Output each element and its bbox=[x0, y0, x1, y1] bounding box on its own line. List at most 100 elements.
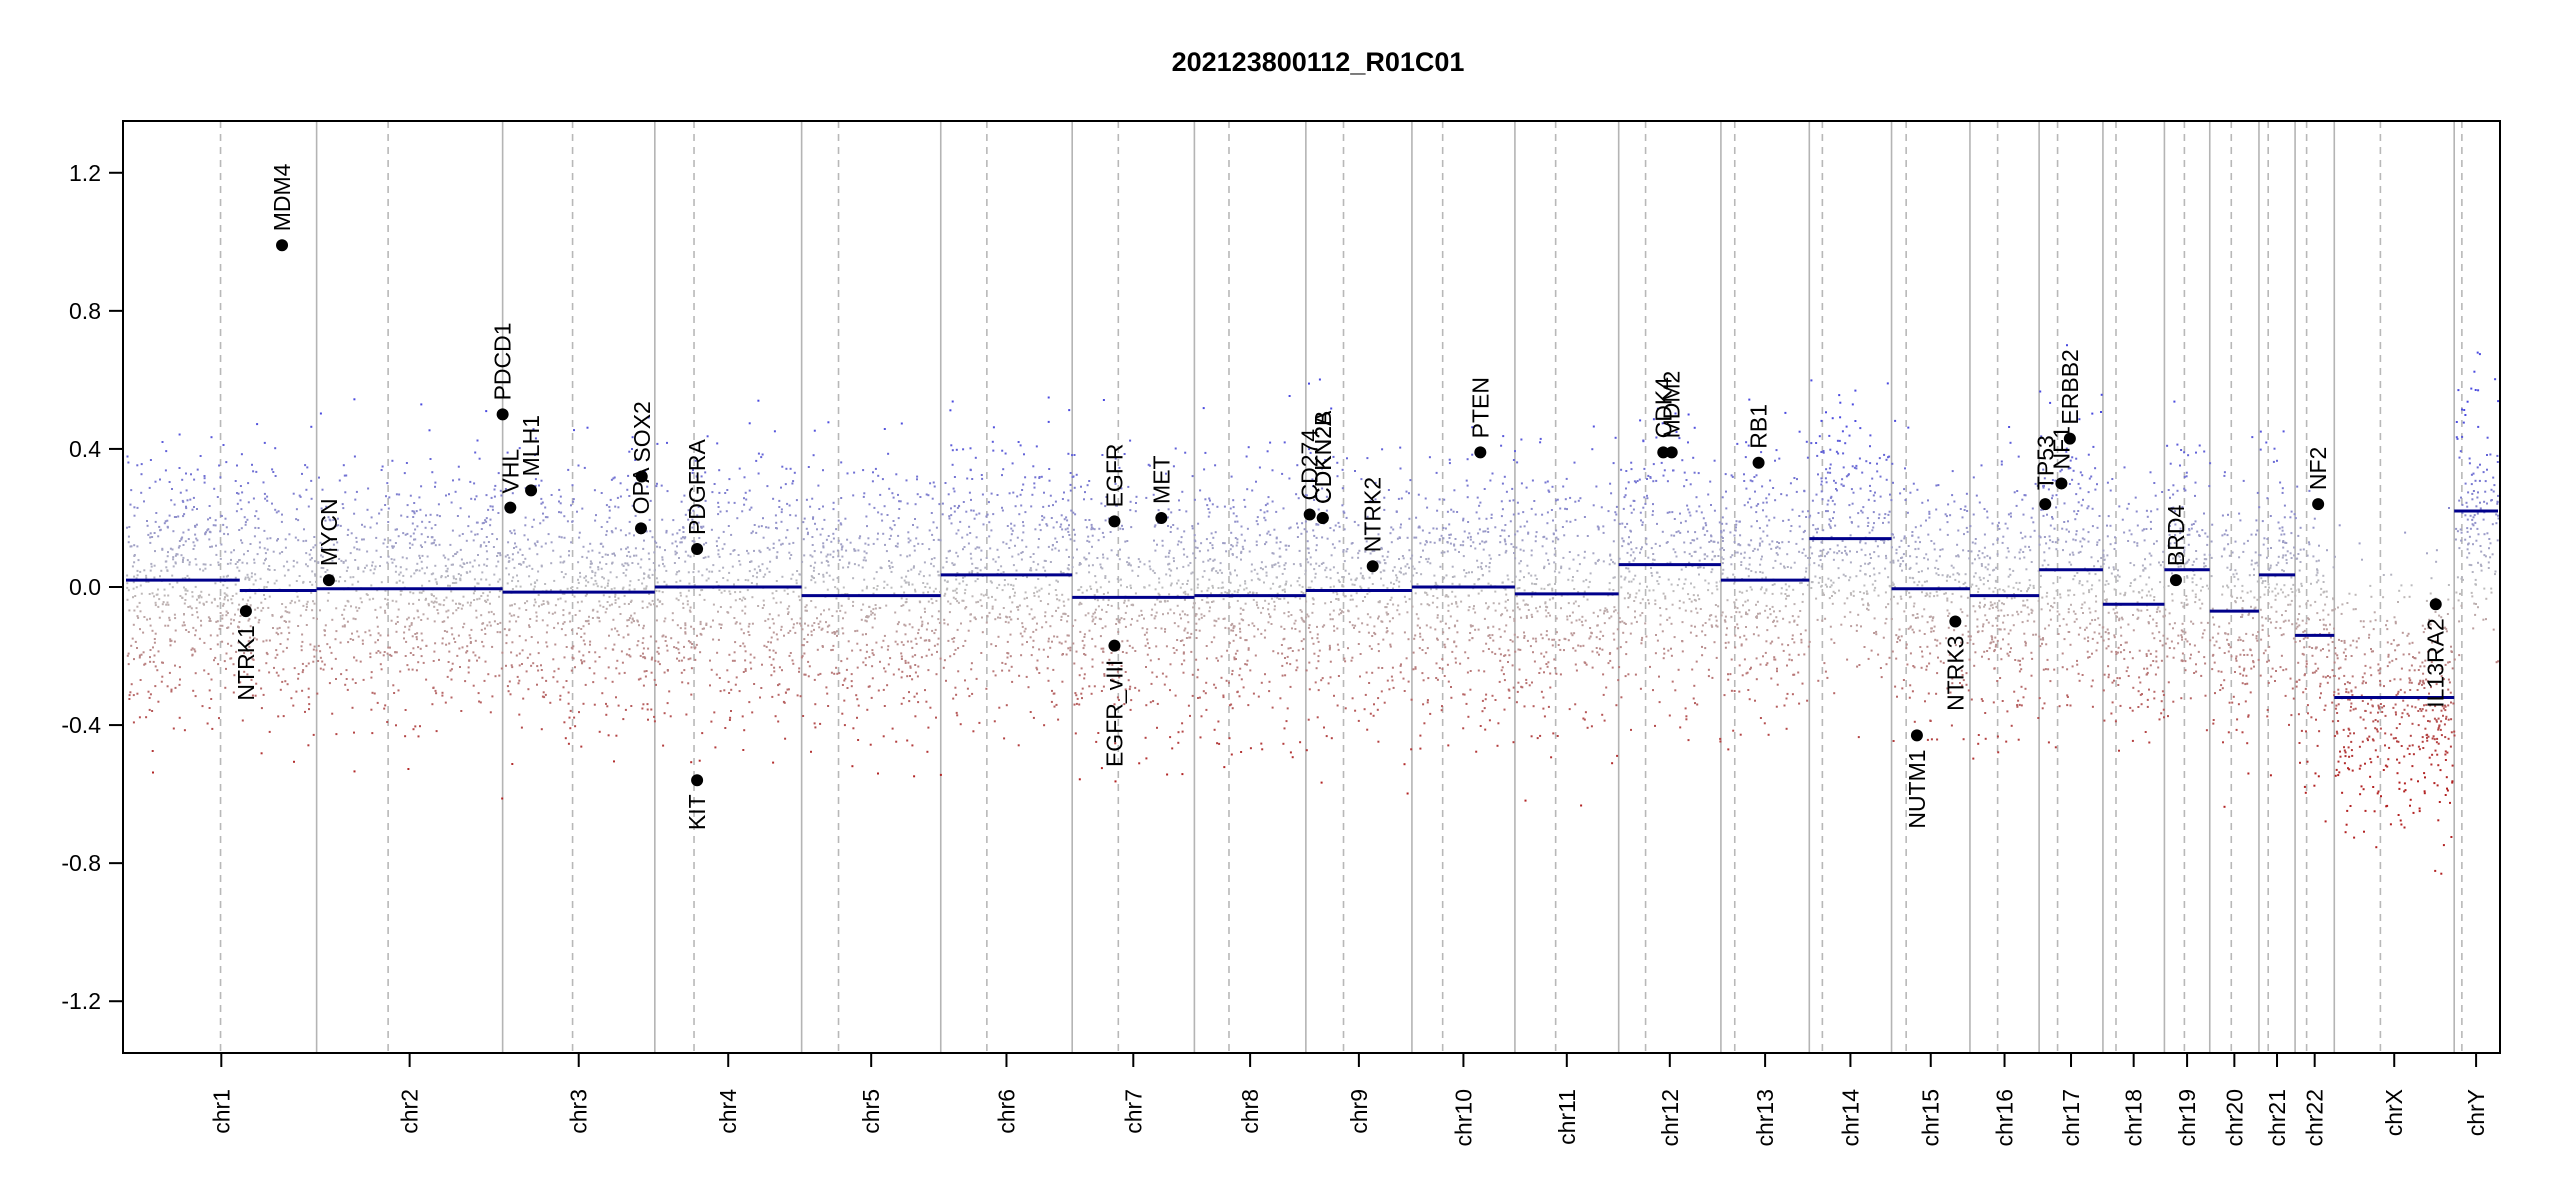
probe-point bbox=[2137, 616, 2140, 619]
probe-point bbox=[2199, 577, 2202, 580]
probe-point bbox=[1447, 595, 1450, 598]
probe-point bbox=[1270, 597, 1273, 600]
probe-point bbox=[2018, 551, 2021, 554]
probe-point bbox=[2414, 657, 2417, 660]
probe-point bbox=[339, 576, 342, 578]
probe-point bbox=[1103, 674, 1106, 677]
probe-point bbox=[2107, 665, 2110, 668]
probe-point bbox=[485, 517, 488, 520]
probe-point bbox=[2285, 562, 2288, 565]
probe-point bbox=[1306, 540, 1309, 543]
probe-point bbox=[712, 603, 715, 606]
probe-point bbox=[2131, 657, 2134, 660]
probe-point bbox=[1582, 580, 1585, 583]
probe-point bbox=[1283, 628, 1286, 630]
probe-point bbox=[1047, 545, 1050, 548]
probe-point bbox=[150, 562, 153, 565]
probe-point bbox=[154, 632, 157, 635]
probe-point bbox=[406, 504, 409, 507]
probe-point bbox=[692, 523, 695, 525]
probe-point bbox=[2435, 640, 2438, 643]
probe-point bbox=[171, 488, 173, 490]
probe-point bbox=[1285, 580, 1288, 583]
probe-point bbox=[526, 656, 529, 659]
probe-point bbox=[1845, 552, 1848, 555]
probe-point bbox=[1896, 695, 1898, 698]
probe-point bbox=[2033, 620, 2036, 623]
probe-point bbox=[425, 597, 427, 600]
probe-point bbox=[254, 608, 257, 611]
probe-point bbox=[474, 654, 477, 657]
probe-point bbox=[1840, 551, 1843, 554]
probe-point bbox=[2168, 623, 2171, 626]
probe-point bbox=[1377, 666, 1380, 669]
probe-point bbox=[1219, 569, 1222, 572]
probe-point bbox=[1558, 639, 1561, 642]
probe-point bbox=[528, 575, 531, 578]
probe-point bbox=[1796, 623, 1799, 626]
probe-point bbox=[446, 567, 449, 570]
probe-point bbox=[294, 601, 297, 604]
probe-point bbox=[2344, 751, 2347, 754]
probe-point bbox=[996, 494, 999, 496]
probe-point bbox=[2388, 661, 2391, 664]
probe-point bbox=[2284, 595, 2287, 598]
probe-point bbox=[2067, 467, 2070, 470]
probe-point bbox=[602, 545, 605, 548]
probe-point bbox=[970, 668, 973, 671]
probe-point bbox=[519, 548, 522, 551]
probe-point bbox=[1913, 602, 1916, 605]
probe-point bbox=[1464, 651, 1467, 654]
probe-point bbox=[2305, 730, 2307, 733]
probe-point bbox=[1873, 632, 1876, 634]
probe-point bbox=[174, 554, 177, 557]
probe-point bbox=[1613, 638, 1616, 641]
probe-point bbox=[213, 659, 215, 662]
probe-point bbox=[1415, 613, 1418, 616]
probe-point bbox=[222, 523, 225, 526]
probe-point bbox=[1067, 499, 1070, 502]
probe-point bbox=[2440, 675, 2443, 678]
probe-point bbox=[1137, 574, 1140, 577]
probe-point bbox=[540, 603, 543, 606]
probe-point bbox=[1939, 528, 1942, 531]
probe-point bbox=[2313, 517, 2316, 520]
probe-point bbox=[804, 673, 807, 676]
probe-point bbox=[1240, 533, 1243, 536]
probe-point bbox=[413, 572, 416, 575]
probe-point bbox=[1694, 531, 1697, 534]
probe-point bbox=[2207, 587, 2210, 590]
probe-point bbox=[2176, 443, 2179, 446]
probe-point bbox=[1530, 574, 1533, 577]
probe-point bbox=[1336, 704, 1339, 707]
probe-point bbox=[770, 641, 772, 644]
probe-point bbox=[1508, 696, 1511, 699]
probe-point bbox=[408, 628, 411, 631]
probe-point bbox=[216, 620, 219, 623]
probe-point bbox=[416, 632, 419, 635]
probe-point bbox=[444, 556, 447, 559]
probe-point bbox=[2098, 623, 2101, 626]
probe-point bbox=[192, 626, 195, 629]
probe-point bbox=[305, 605, 308, 608]
probe-point bbox=[1256, 523, 1259, 526]
probe-point bbox=[1825, 552, 1828, 555]
probe-point bbox=[1935, 644, 1938, 647]
probe-point bbox=[1281, 589, 1284, 592]
probe-point bbox=[1623, 597, 1626, 600]
probe-point bbox=[1454, 595, 1457, 598]
probe-point bbox=[819, 533, 822, 536]
probe-point bbox=[1412, 651, 1415, 654]
probe-point bbox=[1463, 693, 1466, 696]
probe-point bbox=[2480, 550, 2483, 553]
probe-point bbox=[627, 474, 630, 477]
probe-point bbox=[1035, 568, 1038, 571]
probe-point bbox=[1920, 666, 1923, 669]
probe-point bbox=[2282, 620, 2285, 623]
probe-point bbox=[1354, 470, 1356, 472]
probe-point bbox=[1924, 595, 1927, 597]
probe-point bbox=[625, 568, 628, 571]
probe-point bbox=[1670, 583, 1673, 586]
probe-point bbox=[939, 539, 942, 542]
probe-point bbox=[566, 587, 569, 590]
